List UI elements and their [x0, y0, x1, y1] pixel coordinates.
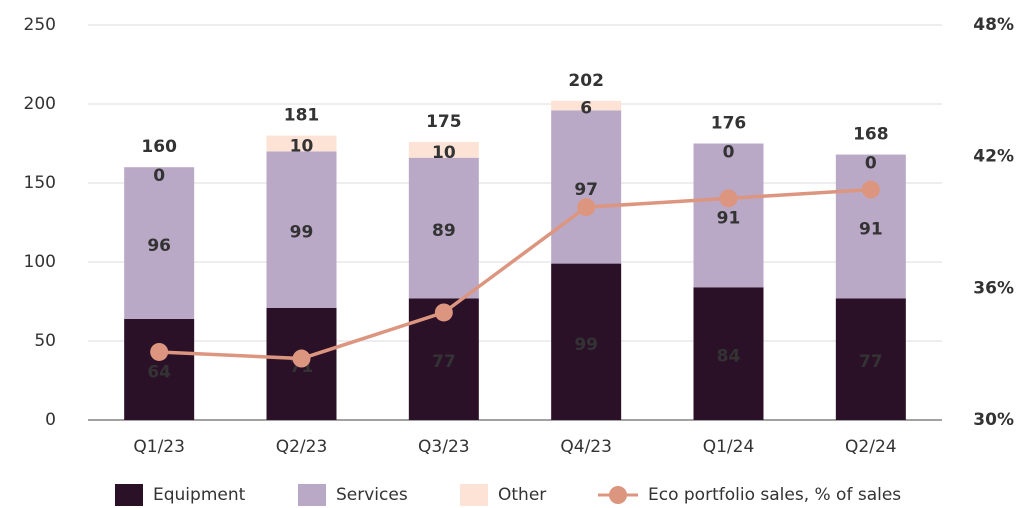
total-label: 160	[141, 137, 177, 157]
data-label: 97	[574, 180, 598, 200]
total-label: 175	[426, 112, 462, 132]
y-tick-label: 250	[24, 15, 56, 35]
line-marker	[150, 342, 169, 361]
data-label: 99	[574, 335, 598, 355]
data-label: 64	[147, 362, 171, 382]
bar-segment	[124, 167, 195, 319]
y-tick-label: 200	[24, 94, 56, 114]
data-label: 91	[859, 219, 883, 239]
data-label: 77	[859, 352, 883, 372]
y-tick-label: 0	[45, 410, 56, 430]
bar-segment	[693, 143, 764, 288]
total-label: 181	[284, 106, 320, 126]
data-label: 89	[432, 221, 456, 241]
line	[159, 187, 871, 361]
y2-tick-label: 36%	[973, 278, 1014, 298]
bar-segment	[835, 154, 906, 299]
total-label: 202	[568, 71, 604, 91]
bar-segment	[266, 135, 337, 152]
line-marker	[577, 198, 596, 217]
line-marker	[861, 180, 880, 199]
legend-swatch	[298, 484, 326, 506]
legend-swatch	[460, 484, 488, 506]
bar-segment	[693, 287, 764, 420]
x-tick-label: Q4/23	[560, 437, 612, 457]
bar-segment	[408, 141, 479, 158]
data-label: 0	[865, 154, 877, 174]
legend-swatch	[115, 484, 143, 506]
line-marker	[434, 303, 453, 322]
data-label: 99	[290, 223, 314, 243]
data-label: 77	[432, 352, 456, 372]
x-tick-label: Q1/24	[703, 437, 755, 457]
x-tick-label: Q3/23	[418, 437, 470, 457]
bar-segment	[551, 100, 622, 111]
data-label: 84	[717, 347, 741, 367]
total-label: 168	[853, 125, 889, 145]
data-label: 10	[290, 137, 314, 157]
y-tick-label: 100	[24, 252, 56, 272]
bar-segment	[835, 298, 906, 420]
total-label: 176	[711, 114, 747, 134]
data-label: 6	[580, 99, 592, 119]
y-tick-label: 50	[34, 331, 56, 351]
x-tick-label: Q1/23	[133, 437, 185, 457]
x-tick-label: Q2/24	[845, 437, 897, 457]
bar-segment	[551, 263, 622, 420]
data-label: 0	[723, 143, 735, 163]
y2-tick-label: 48%	[973, 15, 1014, 35]
x-tick-label: Q2/23	[276, 437, 328, 457]
bar-segment	[124, 318, 195, 420]
y-tick-label: 150	[24, 173, 56, 193]
legend-label: Services	[336, 485, 408, 505]
legend-marker	[609, 486, 627, 504]
legend-label: Equipment	[153, 485, 246, 505]
data-label: 96	[147, 236, 171, 256]
bar-segment	[408, 157, 479, 299]
y2-tick-label: 42%	[973, 147, 1014, 167]
bar-segment	[266, 151, 337, 308]
line-marker	[292, 349, 311, 368]
data-label: 10	[432, 143, 456, 163]
data-label: 91	[717, 208, 741, 228]
data-label: 0	[153, 166, 165, 186]
bar-segment	[551, 110, 622, 264]
y2-tick-label: 30%	[973, 410, 1014, 430]
line-marker	[719, 189, 738, 208]
legend-label: Other	[498, 485, 546, 505]
legend-label: Eco portfolio sales, % of sales	[648, 485, 901, 505]
